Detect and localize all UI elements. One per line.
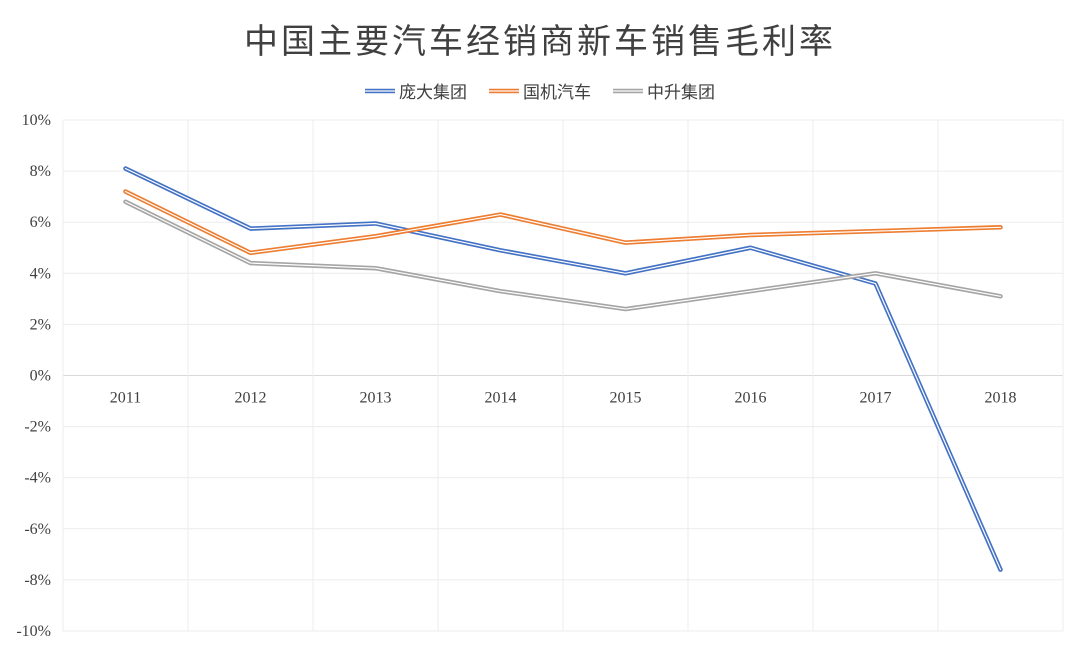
series-line-inner-2 [124,201,1002,310]
y-tick-label: 0% [30,368,51,385]
y-tick-label: 6% [30,214,51,231]
legend-swatch-zhongsheng [613,87,643,95]
legend-item-pangda: 庞大集团 [365,78,467,103]
legend-label-pangda: 庞大集团 [399,83,467,103]
y-tick-label: -8% [24,572,51,589]
series-line-inner-1 [124,190,1002,254]
legend-item-zhongsheng: 中升集团 [613,78,715,103]
x-tick-label: 2013 [360,390,392,407]
legend-swatch-pangda [365,87,395,95]
x-tick-label: 2018 [985,390,1017,407]
x-tick-label: 2017 [860,390,892,407]
legend-label-guoji: 国机汽车 [523,83,591,103]
x-tick-label: 2016 [735,390,767,407]
legend-label-zhongsheng: 中升集团 [647,83,715,103]
x-tick-label: 2011 [110,390,141,407]
y-tick-label: -4% [24,470,51,487]
y-tick-label: 8% [30,163,51,180]
legend-item-guoji: 国机汽车 [489,78,591,103]
legend-swatch-guoji [489,87,519,95]
chart-title: 中国主要汽车经销商新车销售毛利率 [244,22,836,62]
x-tick-label: 2014 [485,390,517,407]
y-tick-label: 2% [30,316,51,333]
y-tick-label: 4% [30,265,51,282]
y-tick-label: -2% [24,419,51,436]
y-tick-label: 10% [22,112,51,129]
y-tick-label: -10% [16,623,51,640]
x-tick-label: 2012 [235,390,267,407]
x-tick-label: 2015 [610,390,642,407]
legend: 庞大集团 国机汽车 中升集团 [0,78,1080,103]
y-tick-label: -6% [24,521,51,538]
